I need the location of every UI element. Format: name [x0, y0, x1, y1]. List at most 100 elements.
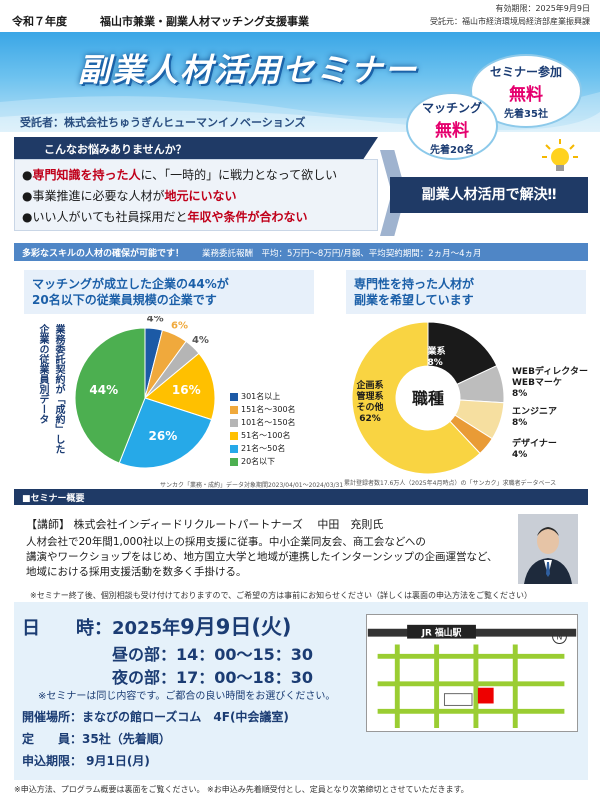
deadline: 申込期限： 9月1日(月)	[22, 754, 150, 768]
data-label: デザイナー	[512, 437, 557, 449]
data-label: 26%	[149, 429, 178, 443]
worry-emphasis: 地元にいない	[164, 189, 237, 203]
capacity-value: 35社（先着順）	[82, 732, 171, 746]
donut-center-label: 職種	[412, 389, 444, 408]
data-label: WEBディレクター	[512, 365, 588, 377]
legend-item: 21名～50名	[230, 442, 296, 455]
data-label: 企画系	[355, 379, 383, 391]
night-session: 夜の部：17：00～18：30	[112, 668, 314, 687]
lightbulb-icon	[542, 139, 578, 171]
fiscal-year: 令和７年度	[12, 15, 67, 28]
pie-slice	[74, 327, 146, 464]
pie-slice	[143, 352, 216, 421]
date-year: 2025年	[112, 618, 181, 639]
chart-heading-line: 専門性を持った人材が	[354, 277, 475, 291]
chart-vertical-label: 業務委託契約が「成約」した	[53, 324, 64, 454]
chart-left-heading: マッチングが成立した企業の44%が 20名以下の従業員規模の企業です	[24, 270, 314, 314]
data-label: 62%	[359, 414, 381, 424]
lecturer-photo	[518, 514, 578, 584]
donut-slice	[351, 321, 481, 475]
skills-heading: 多彩なスキルの人材の確保が可能です！	[22, 249, 185, 259]
description-line: 人材会社で20年間1,000社以上の採用支援に従事。中小企業同友会、商工会などへ…	[26, 536, 426, 548]
data-label: エンジニア	[512, 406, 557, 417]
badge-limit: 先着35社	[504, 109, 548, 120]
data-label: 16%	[172, 383, 201, 397]
worry-item: ●事業推進に必要な人材が地元にいない	[22, 189, 237, 203]
legend-item: 20名以下	[230, 455, 296, 468]
legend-swatch	[230, 444, 238, 453]
legend-item: 101名～150名	[230, 416, 296, 429]
data-label: 管理系	[356, 390, 383, 402]
project-title: 福山市兼業・副業人材マッチング支援事業	[100, 15, 309, 28]
legend-item: 301名以上	[230, 390, 296, 403]
badge-limit: 先着20名	[430, 145, 474, 156]
day-session: 昼の部：14：00～15：30	[112, 645, 314, 664]
data-label: 44%	[89, 383, 118, 397]
legend-swatch	[230, 431, 238, 440]
legend-swatch	[230, 405, 238, 414]
worry-item: ●いい人がいても社員採用だと年収や条件が合わない	[22, 210, 308, 224]
legend-label: 20名以下	[241, 457, 276, 466]
badge-free: 無料	[509, 85, 543, 105]
job-type-donut-chart: 営業系18%WEBディレクターWEBマーケ8%エンジニア8%デザイナー4%企画系…	[351, 321, 588, 475]
data-label: 18%	[421, 358, 443, 368]
worry-emphasis: 年収や条件が合わない	[187, 210, 308, 224]
worry-text: いい人がいても社員採用だと	[32, 210, 188, 224]
skills-strip: 多彩なスキルの人材の確保が可能です！ 業務委託報酬 平均：5万円～8万円/月額、平…	[14, 243, 588, 261]
date-row: 日 時：2025年9月9日(火)	[22, 611, 292, 641]
map-station-label: JR 福山駅	[421, 627, 462, 639]
chart-source: 累計登録者数17.6万人（2025年4月時点）の「サンカク」求職者データベース	[344, 480, 557, 487]
same-content-note: ※セミナーは同じ内容です。ご都合の良い時間をお選びください。	[38, 691, 336, 702]
description-line: 講演やワークショップをはじめ、地方国立大学と地域が連携したインターンシップの企画…	[26, 551, 498, 563]
description-line: 地域における採用支援活動を数多く手掛ける。	[26, 566, 247, 578]
date-label: 日 時：	[22, 618, 112, 639]
chart-source: サンカク「業務・成約」データ対象期間2023/04/01～2024/03/31	[160, 482, 344, 489]
chart-vertical-label: 企業の従業員別データ	[37, 324, 48, 424]
date-day: 9月9日(火)	[180, 615, 292, 639]
data-label: 8%	[512, 389, 527, 399]
badge-label: マッチング	[421, 101, 482, 115]
worry-item: ●専門知識を持った人に、「一時的」に戦力となって欲しい	[22, 168, 338, 182]
page-title: 副業人材活用セミナー	[78, 51, 419, 89]
chart-heading-line: 20名以下の従業員規模の企業です	[32, 293, 217, 307]
legend-swatch	[230, 457, 238, 466]
legend-label: 301名以上	[241, 392, 281, 401]
venue-map: JR 福山駅 N	[366, 614, 578, 732]
footer-note: ※申込方法、プログラム概要は裏面をご覧ください。 ※お申込み先着順受付とし、定員…	[14, 785, 469, 794]
badge-label: セミナー参加	[489, 65, 562, 79]
pie-slice	[118, 397, 213, 469]
solution-box: 副業人材活用で解決‼	[390, 177, 588, 213]
trustee: 受託者：株式会社ちゅうぎんヒューマンイノベーションズ	[20, 116, 306, 129]
chart-right-heading: 専門性を持った人材が 副業を希望しています	[346, 270, 586, 314]
legend-item: 151名～300名	[230, 403, 296, 416]
worry-text: に、「一時的」に戦力となって欲しい	[140, 168, 338, 182]
chart-heading-line: マッチングが成立した企業の44%が	[32, 277, 229, 291]
badge-free: 無料	[435, 121, 469, 141]
legend-swatch	[230, 392, 238, 401]
venue: 開催場所：まなびの館ローズコム 4F(中会議室)	[22, 710, 289, 724]
capacity-label: 定 員：	[22, 732, 83, 746]
consultation-note: ※セミナー終了後、個別相談も受け付けておりますので、ご希望の方は事前にお知らせく…	[30, 591, 532, 600]
data-label: WEBマーケ	[512, 377, 562, 388]
chart-heading-line: 副業を希望しています	[354, 293, 474, 307]
data-label: その他	[356, 401, 383, 413]
legend-label: 51名～100名	[241, 431, 291, 440]
lecturer-description: 人材会社で20年間1,000社以上の採用支援に従事。中小企業同友会、商工会などへ…	[26, 535, 506, 580]
legend-label: 151名～300名	[241, 405, 296, 414]
worry-emphasis: 専門知識を持った人	[32, 168, 141, 182]
matching-free-badge: マッチング 無料 先着20名	[406, 92, 498, 160]
skills-rate: 業務委託報酬 平均：5万円～8万円/月額、平均契約期間：2ヵ月～4ヵ月	[202, 249, 482, 259]
legend-swatch	[230, 418, 238, 427]
lecturer: 【講師】 株式会社インディードリクルートパートナーズ 中田 充則氏	[26, 518, 384, 531]
consignor: 受託元：福山市経済環境局経済部産業振興課	[430, 17, 590, 26]
employee-size-pie-chart: 4% 6% 4% 16% 26% 44%	[74, 316, 216, 469]
data-label: 6%	[171, 321, 188, 332]
legend-item: 51名～100名	[230, 429, 296, 442]
data-label: 4%	[512, 450, 527, 460]
worry-text: 事業推進に必要な人材が	[32, 189, 165, 203]
legend-label: 21名～50名	[241, 444, 286, 453]
worries-heading: こんなお悩みありませんか？	[14, 137, 378, 159]
chart-legend: 301名以上 151名～300名 101名～150名 51名～100名 21名～50名 2…	[230, 390, 296, 468]
legend-label: 101名～150名	[241, 418, 296, 427]
capacity: 定 員：35社（先着順）	[22, 730, 171, 747]
